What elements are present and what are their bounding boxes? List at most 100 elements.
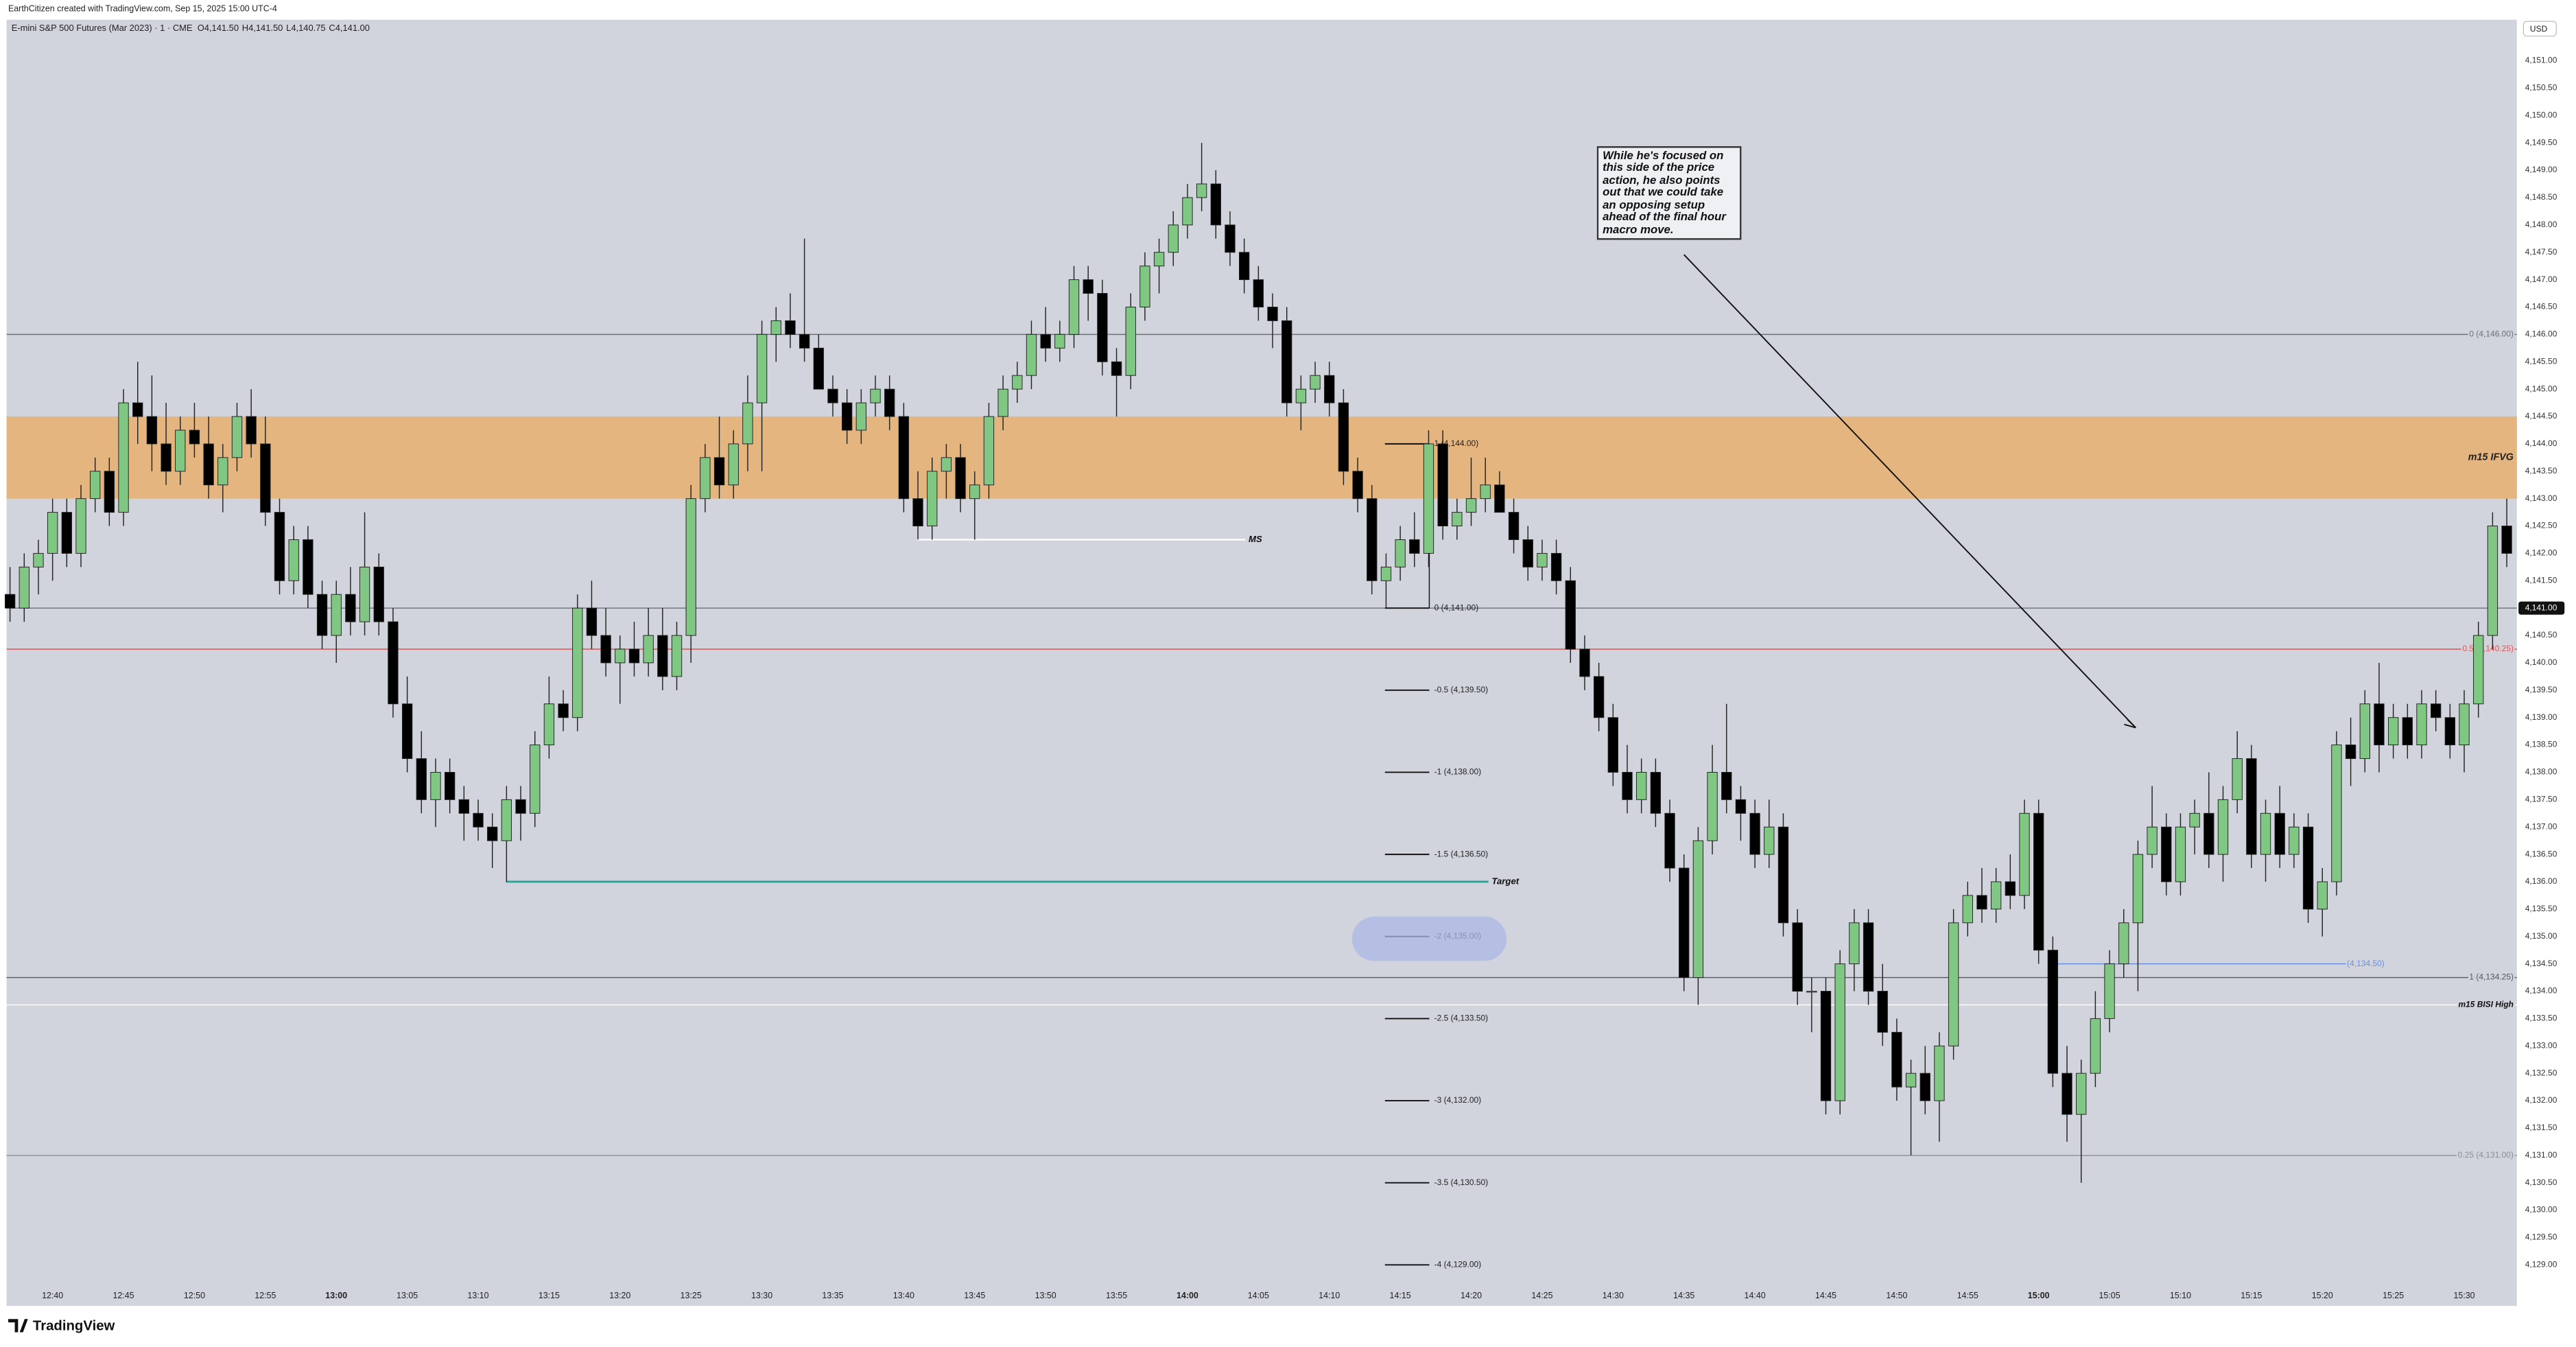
candle-body [2132,854,2144,924]
candle-body [1352,471,1363,500]
y-tick-label: 4,150.50 [2525,83,2557,93]
candle-body [217,457,228,486]
candle-body [203,443,214,486]
ohlc-low: L4,140.75 [286,23,325,33]
candle-body [1877,991,1888,1033]
candle-body [713,457,725,486]
y-tick-label: 4,149.50 [2525,137,2557,147]
candle-body [827,388,838,403]
currency[interactable]: USD [2530,24,2548,34]
candle-body [1281,320,1292,403]
candle-body [458,799,469,814]
x-tick-label: 12:50 [184,1291,205,1300]
candle-body [1267,307,1278,321]
candle-body [530,745,541,814]
candle-body [1735,799,1747,814]
candle-body [770,320,781,335]
plot-area [6,19,2517,1307]
y-tick-label: 4,137.50 [2525,795,2557,804]
candle-body [1721,771,1732,800]
x-tick-label: 15:25 [2383,1291,2404,1300]
candle-body [345,594,356,622]
y-tick-label: 4,133.00 [2525,1040,2557,1050]
x-tick-label: 14:50 [1886,1291,1907,1300]
candle-body [1792,922,1803,992]
candle-body [1565,580,1576,650]
candle-body [2487,526,2498,636]
candle-body [1934,1045,1945,1101]
candle-body [1537,552,1548,567]
x-tick-label: 14:30 [1603,1291,1624,1300]
x-tick-label: 13:10 [467,1291,488,1300]
y-tick-label: 4,145.00 [2525,384,2557,393]
y-tick-label: 4,141.50 [2525,575,2557,585]
candle-body [1948,922,1959,1046]
candle-body [1494,484,1505,513]
candle-body [700,457,711,500]
candle-body [1139,266,1150,307]
currency-box[interactable] [2522,21,2557,37]
y-tick-label: 4,138.00 [2525,767,2557,777]
candle-body [1409,539,1420,554]
y-tick-label: 4,133.50 [2525,1014,2557,1023]
candle-body [1749,812,1760,855]
candle-body [1423,443,1434,554]
y-tick-label: 4,147.00 [2525,274,2557,284]
candle-body [2005,881,2016,896]
x-tick-label: 13:45 [964,1291,985,1300]
candle-body [1522,539,1533,567]
candle-body [997,388,1008,417]
candle-body [1919,1073,1930,1101]
candle-body [1083,279,1094,294]
candle-body [543,703,555,746]
candle-body [1338,402,1349,472]
y-tick-label: 4,144.00 [2525,438,2557,448]
candle-body [1777,826,1789,924]
candle-body [189,430,200,445]
candle-body [2246,758,2257,855]
candle-body [2274,812,2285,855]
candle-body [785,320,796,335]
y-tick-label: 4,139.50 [2525,685,2557,694]
candle-body [1607,717,1618,773]
candle-body [2203,812,2214,855]
level-label: 0 (4,146.00) [2469,329,2514,339]
candle-body [2076,1073,2087,1115]
level-label: 0.25 (4,131.00) [2458,1150,2514,1160]
x-tick-label: 15:20 [2312,1291,2333,1300]
x-tick-label: 13:50 [1035,1291,1056,1300]
x-tick-label: 13:35 [822,1291,843,1300]
candle-body [316,594,328,636]
candle-body [1664,812,1675,869]
candle-body [2033,812,2044,951]
candle-body [1310,375,1321,390]
candle-body [941,457,952,472]
blue-label: (4,134.50) [2347,959,2385,968]
candle-body [373,566,384,622]
y-tick-label: 4,136.50 [2525,849,2557,858]
level-label: m15 BISI High [2458,1000,2513,1009]
x-tick-label: 12:45 [113,1291,134,1300]
candle-body [388,621,399,705]
candle-body [1239,252,1250,281]
candle-body [1210,183,1221,226]
y-tick-label: 4,148.50 [2525,192,2557,202]
y-tick-label: 4,134.50 [2525,959,2557,968]
candle-body [1849,922,1860,965]
candle-body [2317,881,2328,910]
candle-body [61,512,72,554]
candle-body [1395,539,1406,567]
ohlc-high: H4,141.50 [242,23,283,33]
fib-label: 0 (4,141.00) [1434,602,1479,612]
candle-body [841,402,853,431]
x-tick-label: 14:35 [1673,1291,1694,1300]
candle-body [1650,771,1662,814]
candle-body [615,648,626,664]
fib-label: -2.5 (4,133.50) [1434,1014,1489,1023]
candle-body [2061,1073,2072,1115]
candle-body [473,812,484,828]
candle-body [19,566,29,609]
candle-body [401,703,413,760]
candle-body [2161,826,2172,882]
candle-body [2459,703,2470,746]
